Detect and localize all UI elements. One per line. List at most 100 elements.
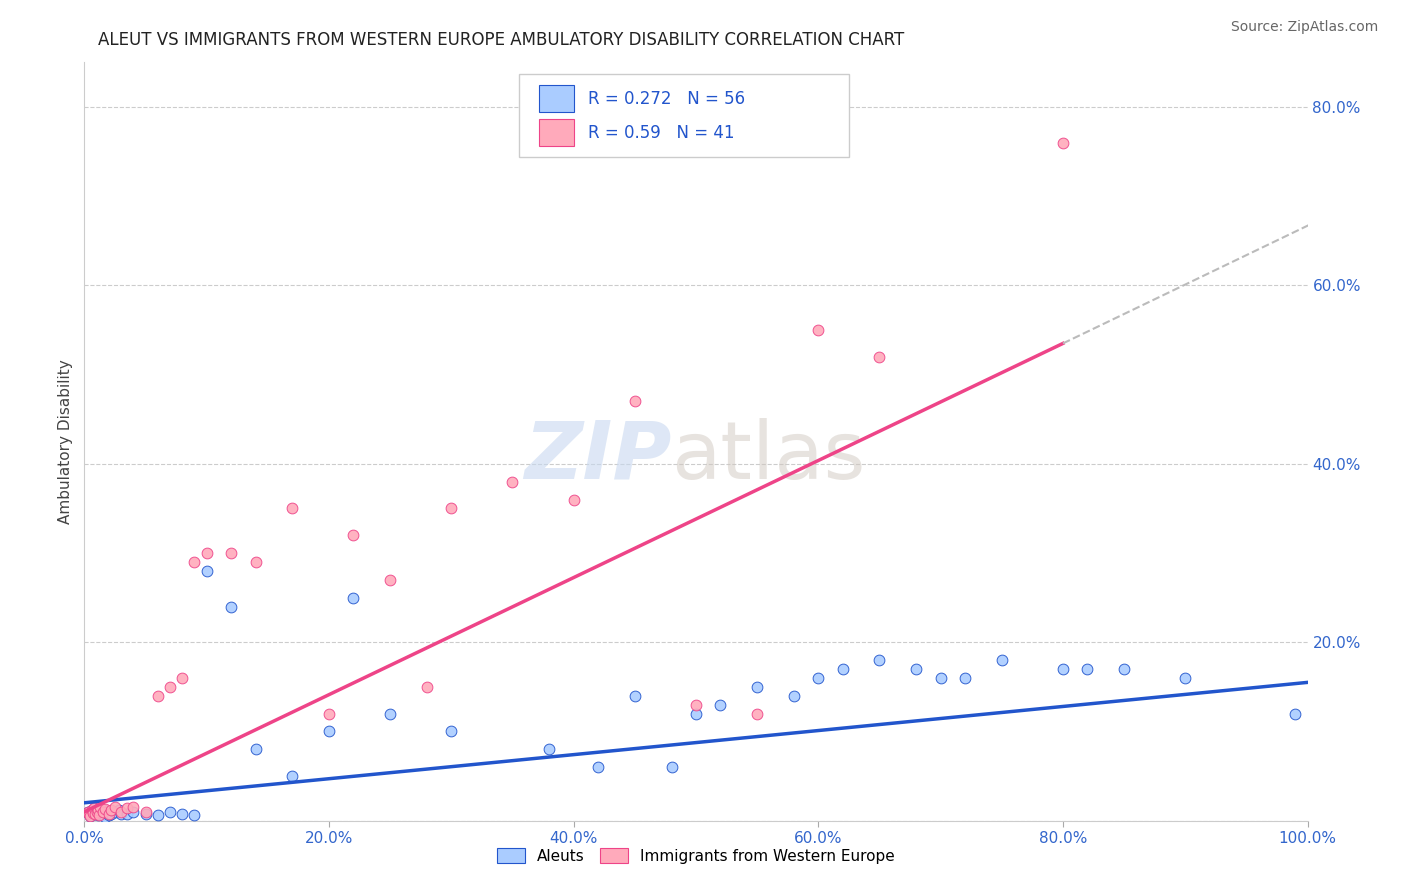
Point (416, 680, 439, 694)
Point (245, 555, 267, 569)
Point (107, 803, 129, 817)
Point (82, 805, 104, 820)
Point (146, 808, 169, 822)
Point (929, 671, 952, 685)
Point (586, 760, 609, 774)
Point (538, 742, 561, 756)
Point (219, 546, 242, 560)
Y-axis label: Ambulatory Disability: Ambulatory Disability (58, 359, 73, 524)
Point (89, 800, 111, 814)
Point (685, 698, 707, 712)
Point (104, 800, 127, 814)
Point (183, 808, 205, 822)
Point (84, 807, 107, 822)
Point (80, 803, 103, 817)
Point (80, 803, 103, 817)
Legend: Aleuts, Immigrants from Western Europe: Aleuts, Immigrants from Western Europe (491, 842, 901, 870)
Point (195, 564, 218, 578)
Text: R = 0.59   N = 41: R = 0.59 N = 41 (588, 124, 735, 142)
Point (77, 806, 100, 821)
Text: R = 0.272   N = 56: R = 0.272 N = 56 (588, 90, 745, 108)
Point (440, 724, 463, 739)
Point (685, 706, 707, 721)
Point (1284, 706, 1306, 721)
Point (94, 802, 117, 816)
Point (831, 662, 853, 676)
Point (94, 810, 117, 824)
Point (83, 801, 105, 815)
Point (86, 805, 108, 819)
Point (110, 806, 132, 821)
Point (97, 808, 120, 822)
Text: ALEUT VS IMMIGRANTS FROM WESTERN EUROPE AMBULATORY DISABILITY CORRELATION CHART: ALEUT VS IMMIGRANTS FROM WESTERN EUROPE … (98, 31, 904, 49)
Point (96, 805, 118, 820)
Point (281, 769, 304, 783)
Point (195, 546, 218, 560)
Point (115, 807, 138, 822)
Bar (540, 120, 574, 145)
Text: ZIP: ZIP (524, 417, 672, 496)
Point (77, 806, 100, 821)
Point (905, 662, 928, 676)
Point (93, 803, 115, 817)
Point (1052, 662, 1074, 676)
Point (624, 394, 647, 409)
FancyBboxPatch shape (519, 74, 849, 157)
Point (135, 805, 157, 819)
Point (953, 671, 976, 685)
Point (100, 806, 122, 821)
Point (87, 802, 110, 816)
Bar (540, 85, 574, 112)
Point (110, 805, 132, 819)
Text: atlas: atlas (672, 417, 866, 496)
Point (562, 492, 585, 507)
Point (869, 350, 891, 364)
Point (991, 653, 1014, 667)
Point (1174, 671, 1197, 685)
Point (807, 323, 830, 337)
Point (91, 807, 114, 822)
Point (661, 760, 683, 774)
Point (1076, 662, 1098, 676)
Point (79, 809, 101, 823)
Point (83, 807, 105, 822)
Point (380, 573, 402, 587)
Point (342, 528, 364, 542)
Point (1052, 136, 1074, 150)
Point (82, 805, 104, 820)
Point (87, 808, 110, 822)
Point (100, 803, 122, 817)
Text: Source: ZipAtlas.com: Source: ZipAtlas.com (1230, 20, 1378, 34)
Point (709, 698, 731, 712)
Point (122, 800, 145, 814)
Point (342, 591, 364, 605)
Point (1114, 662, 1136, 676)
Point (87, 808, 110, 822)
Point (146, 689, 169, 703)
Point (281, 501, 304, 516)
Point (172, 671, 194, 685)
Point (77, 805, 100, 819)
Point (90, 805, 112, 819)
Point (318, 724, 340, 739)
Point (624, 689, 647, 703)
Point (783, 689, 806, 703)
Point (747, 706, 769, 721)
Point (747, 680, 769, 694)
Point (77, 805, 100, 819)
Point (807, 671, 830, 685)
Point (440, 501, 463, 516)
Point (159, 680, 181, 694)
Point (89, 806, 111, 821)
Point (869, 653, 891, 667)
Point (159, 805, 181, 819)
Point (245, 742, 267, 756)
Point (86, 804, 108, 818)
Point (502, 475, 524, 489)
Point (318, 706, 340, 721)
Point (104, 805, 127, 819)
Point (84, 800, 107, 814)
Point (79, 809, 101, 823)
Point (122, 805, 145, 819)
Point (172, 806, 194, 821)
